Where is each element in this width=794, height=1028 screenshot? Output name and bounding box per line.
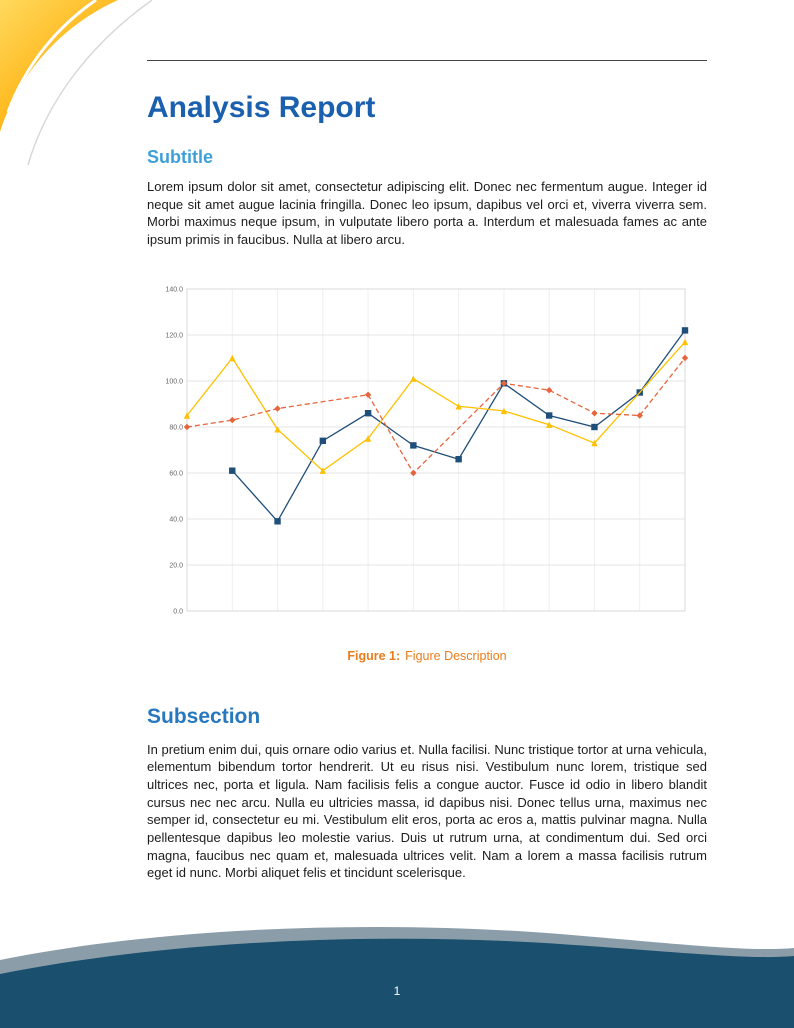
subtitle-heading: Subtitle bbox=[147, 147, 213, 167]
line-chart: 0.0 20.0 40.0 60.0 80.0 100.0 120.0 140.0 bbox=[151, 274, 707, 623]
swoosh-white-curve bbox=[6, 0, 97, 113]
line-chart-svg: 0.0 20.0 40.0 60.0 80.0 100.0 120.0 140.0 bbox=[151, 274, 691, 623]
footer-band-dark bbox=[0, 938, 794, 1028]
content-column: Analysis Report Subtitle Lorem ipsum dol… bbox=[147, 0, 707, 882]
swoosh-shape bbox=[0, 0, 118, 132]
svg-text:0.0: 0.0 bbox=[173, 608, 183, 615]
svg-text:120.0: 120.0 bbox=[165, 332, 183, 339]
svg-text:60.0: 60.0 bbox=[169, 470, 183, 477]
subsection-heading: Subsection bbox=[147, 704, 261, 728]
page-title: Analysis Report bbox=[147, 91, 376, 124]
figure-caption: Figure 1: Figure Description bbox=[147, 649, 707, 663]
svg-text:40.0: 40.0 bbox=[169, 516, 183, 523]
footer-wave: 1 bbox=[0, 918, 794, 1028]
figure-caption-text: Figure Description bbox=[405, 648, 507, 663]
svg-text:20.0: 20.0 bbox=[169, 562, 183, 569]
svg-text:100.0: 100.0 bbox=[165, 378, 183, 385]
figure-caption-label: Figure 1: bbox=[347, 648, 401, 663]
page-number: 1 bbox=[393, 984, 401, 998]
intro-paragraph: Lorem ipsum dolor sit amet, consectetur … bbox=[147, 179, 707, 248]
svg-text:80.0: 80.0 bbox=[169, 424, 183, 431]
figure-1: 0.0 20.0 40.0 60.0 80.0 100.0 120.0 140.0 Figur… bbox=[147, 274, 707, 663]
swoosh-gray-arc bbox=[27, 0, 153, 166]
svg-text:140.0: 140.0 bbox=[165, 286, 183, 293]
top-rule bbox=[147, 60, 707, 61]
subsection-paragraph: In pretium enim dui, quis ornare odio va… bbox=[147, 741, 707, 881]
footer-wave-svg bbox=[0, 926, 794, 1028]
